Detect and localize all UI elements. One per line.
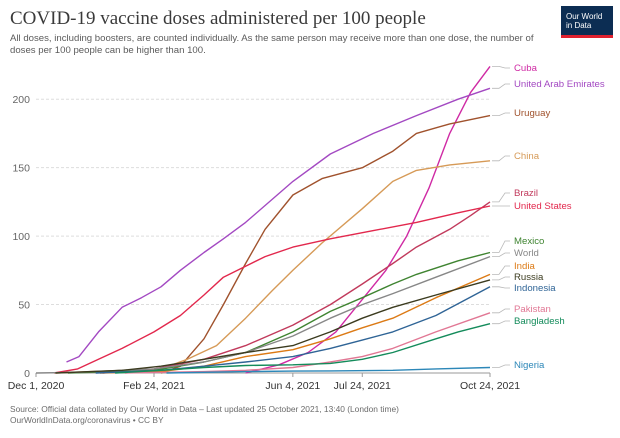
chart-subtitle: All doses, including boosters, are count…: [10, 33, 534, 56]
series-line: [115, 323, 491, 374]
label-connector: [492, 112, 510, 116]
y-tick-label: 50: [18, 300, 30, 312]
label-connector: [492, 320, 510, 325]
series-label: Uruguay: [514, 108, 550, 119]
line-chart: 0 50 100 150 200 Dec 1, 2020 Feb 24, 2021 Jun …: [8, 63, 605, 392]
x-tick-label: Dec 1, 2020: [8, 380, 65, 392]
y-tick-label: 0: [24, 368, 30, 380]
grid-lines: [36, 98, 490, 374]
series-label: United States: [514, 201, 572, 212]
y-tick-label: 150: [12, 163, 30, 175]
series-line: [55, 160, 491, 374]
series-label: World: [514, 248, 539, 259]
series-label: Russia: [514, 272, 544, 283]
series-label: Indonesia: [514, 283, 556, 294]
series-label: United Arab Emirates: [514, 79, 605, 90]
series-line: [53, 205, 491, 374]
y-axis-ticks: 0 50 100 150 200: [12, 94, 30, 380]
y-tick-label: 100: [12, 231, 30, 243]
series-label: Pakistan: [514, 304, 551, 315]
series-line: [67, 251, 491, 374]
label-connector: [492, 83, 510, 89]
label-connector: [492, 308, 510, 314]
series-line: [245, 65, 491, 374]
label-connector: [492, 286, 510, 289]
logo-line-2: in Data: [566, 21, 592, 30]
series-line: [124, 312, 491, 374]
source-text[interactable]: Source: Official data collated by Our Wo…: [10, 404, 399, 414]
series-label: Mexico: [514, 236, 544, 247]
chart-title: COVID-19 vaccine doses administered per …: [10, 8, 426, 29]
x-tick-label: Feb 24, 2021: [123, 380, 185, 392]
y-tick-label: 200: [12, 94, 30, 106]
x-tick-label: Jun 4, 2021: [265, 380, 320, 392]
x-axis-ticks: Dec 1, 2020 Feb 24, 2021 Jun 4, 2021 Jul 24…: [8, 373, 520, 392]
label-connector: [492, 252, 510, 257]
series-label: Bangladesh: [514, 316, 565, 327]
label-connector: [492, 276, 510, 281]
source-link[interactable]: OurWorldInData.org/coronavirus • CC BY: [10, 415, 164, 425]
x-tick-label: Oct 24, 2021: [460, 380, 520, 392]
label-connector: [492, 192, 510, 203]
series-label: Brazil: [514, 188, 538, 199]
label-connector: [492, 155, 510, 162]
logo-line-1: Our World: [566, 12, 603, 21]
label-connector: [492, 66, 510, 69]
series-labels: Cuba United Arab Emirates Uruguay China Braz…: [492, 63, 605, 371]
owid-logo[interactable]: Our World in Data: [561, 6, 613, 38]
series-label: China: [514, 151, 540, 162]
series-lines: [35, 65, 491, 374]
label-connector: [492, 265, 510, 275]
series-line: [35, 255, 491, 374]
x-tick-label: Jul 24, 2021: [334, 380, 391, 392]
chart-source: Source: Official data collated by Our Wo…: [10, 404, 399, 426]
series-line: [166, 366, 491, 374]
series-label: India: [514, 261, 535, 272]
series-label: Nigeria: [514, 360, 545, 371]
label-connector: [492, 240, 510, 253]
label-connector: [492, 364, 510, 368]
series-line: [160, 114, 491, 374]
series-line: [66, 87, 491, 363]
series-label: Cuba: [514, 63, 538, 74]
series-line: [55, 279, 491, 374]
